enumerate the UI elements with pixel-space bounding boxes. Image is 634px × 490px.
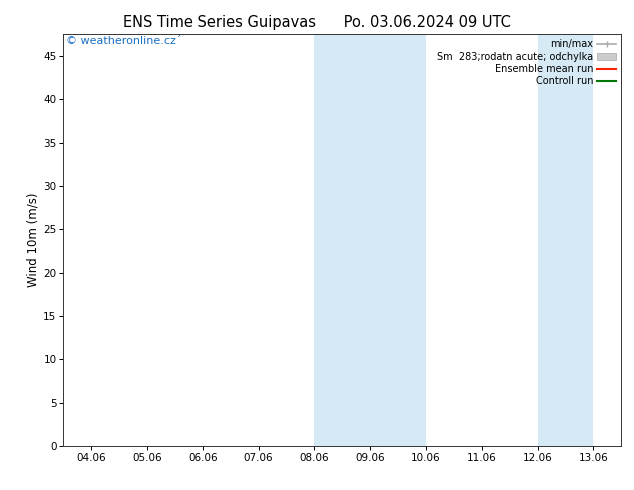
Bar xyxy=(538,34,593,446)
Bar xyxy=(370,34,426,446)
Legend: min/max, Sm  283;rodatn acute; odchylka, Ensemble mean run, Controll run: min/max, Sm 283;rodatn acute; odchylka, … xyxy=(435,37,618,88)
Text: ENS Time Series Guipavas      Po. 03.06.2024 09 UTC: ENS Time Series Guipavas Po. 03.06.2024 … xyxy=(123,15,511,30)
Text: © weatheronline.cz´: © weatheronline.cz´ xyxy=(66,36,182,47)
Y-axis label: Wind 10m (m/s): Wind 10m (m/s) xyxy=(26,193,39,287)
Bar xyxy=(314,34,370,446)
